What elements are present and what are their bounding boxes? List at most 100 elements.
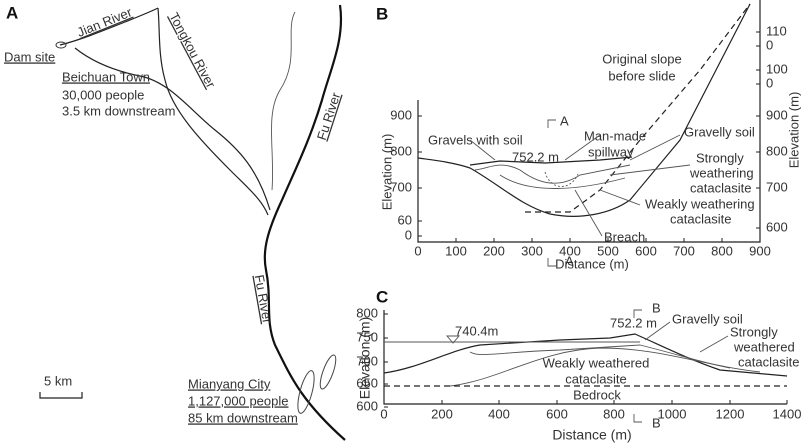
x-tick-label: 1400 xyxy=(773,406,802,421)
annotation: weathered xyxy=(733,339,795,354)
x-tick-label: 0 xyxy=(414,243,421,258)
annotation: Strongly xyxy=(730,324,778,339)
side-stream xyxy=(271,11,296,191)
valley-profile xyxy=(417,3,751,217)
x-tick-label: 700 xyxy=(673,243,695,258)
axis-title: Distance (m) xyxy=(555,256,629,271)
section-marks xyxy=(547,119,556,267)
scale-bar xyxy=(39,392,83,399)
annotation: Man-made xyxy=(584,128,646,143)
water-symbol xyxy=(446,335,460,344)
x-tick-label: 500 xyxy=(597,243,619,258)
layer-line xyxy=(499,174,626,189)
scale-label: 5 km xyxy=(44,373,72,388)
y-tick-label: 800 xyxy=(356,305,378,320)
annotation: Gravels with soil xyxy=(428,132,523,147)
x-tick-label: 900 xyxy=(749,243,771,258)
place-note: 1,127,000 people xyxy=(188,393,288,408)
tongkou-river xyxy=(157,7,269,216)
y-tick-label: 750 xyxy=(356,329,378,344)
y-tick-label: 650 xyxy=(356,375,378,390)
city-outline xyxy=(297,370,315,414)
x-tick-label: 1000 xyxy=(658,406,687,421)
dam-marker xyxy=(55,41,67,49)
y-tick-label: 800 xyxy=(390,143,412,158)
layer-line xyxy=(449,347,761,387)
x-tick-label: 200 xyxy=(431,406,453,421)
annotation: Gravelly soil xyxy=(672,311,743,326)
x-tick-label: 800 xyxy=(711,243,733,258)
axis-title: Elevation (m) xyxy=(786,92,801,169)
panel-a: A Jian River Dam site Beichuan Town 30,0… xyxy=(4,3,346,441)
y-tick-label: 700 xyxy=(390,179,412,194)
y-tick-label: 0 xyxy=(766,75,773,90)
city-outline xyxy=(319,354,337,390)
y-tick-label: 900 xyxy=(766,107,788,122)
y-tick-label: 110 xyxy=(766,23,787,38)
place-label: Beichuan Town xyxy=(62,69,150,84)
annotation: weathering xyxy=(689,165,754,180)
y-tick-label: 900 xyxy=(390,107,412,122)
breach-outline xyxy=(544,171,579,187)
axis-title: Distance (m) xyxy=(552,427,631,443)
y-tick-label: 0 xyxy=(766,37,773,52)
x-tick-label: 400 xyxy=(559,243,581,258)
x-tick-label: 400 xyxy=(488,406,510,421)
axis-title: Elevation (m) xyxy=(379,134,394,211)
original-slope xyxy=(525,3,751,213)
annotation: cataclasite xyxy=(690,180,751,195)
annotation: Original slope xyxy=(602,51,682,66)
y-tick-label: 700 xyxy=(766,179,788,194)
annotation: A xyxy=(560,113,569,128)
river-label: Fu River xyxy=(252,274,275,326)
river-label: Fu River xyxy=(314,90,344,142)
annotation: B xyxy=(652,300,661,315)
place-note: 85 km downstream xyxy=(188,410,298,425)
y-tick-label: 700 xyxy=(356,353,378,368)
annotation: 740.4m xyxy=(455,323,498,338)
annotation: A xyxy=(565,253,574,268)
panel-label: A xyxy=(6,3,18,22)
x-tick-label: 100 xyxy=(445,243,467,258)
place-note: 30,000 people xyxy=(62,87,144,102)
annotation: cataclasite xyxy=(670,211,731,226)
y-tick-label: 800 xyxy=(766,143,788,158)
x-tick-label: 1200 xyxy=(716,406,745,421)
leader-lines xyxy=(469,134,691,237)
axis-title: Elevation (m) xyxy=(357,317,373,399)
annotation: spillway xyxy=(588,144,634,159)
axes xyxy=(417,0,761,243)
dam-crest xyxy=(469,156,633,166)
jian-river xyxy=(59,7,159,46)
annotation: Gravelly soil xyxy=(684,124,755,139)
panel-label: C xyxy=(376,287,388,306)
panel-label: B xyxy=(376,4,388,23)
annotation: cataclasite xyxy=(738,354,799,369)
x-tick-label: 0 xyxy=(380,406,387,421)
y-tick-label: 60 xyxy=(398,212,412,227)
section-marks xyxy=(633,309,642,423)
annotation: Breach xyxy=(604,229,645,244)
annotation: before slide xyxy=(608,68,675,83)
x-tick-label: 300 xyxy=(521,243,543,258)
annotation: B xyxy=(652,415,661,430)
y-tick-label: 100 xyxy=(766,61,788,76)
annotation: 752.2 m xyxy=(512,149,559,164)
x-tick-label: 600 xyxy=(635,243,657,258)
y-tick-label: 0 xyxy=(405,227,412,242)
river-label: Tongkou River xyxy=(166,10,219,91)
place-note: 3.5 km downstream xyxy=(62,103,175,118)
annotation: Strongly xyxy=(696,150,744,165)
annotation: Weakly weathering xyxy=(645,196,755,211)
x-tick-label: 600 xyxy=(546,406,568,421)
layer-line xyxy=(474,164,631,184)
x-tick-label: 800 xyxy=(603,406,625,421)
y-tick-label: 600 xyxy=(356,398,378,413)
tributary xyxy=(74,47,271,211)
y-tick-label: 600 xyxy=(766,219,788,234)
annotation: cataclasite xyxy=(565,371,626,386)
annotation: 752.2 m xyxy=(610,315,657,330)
